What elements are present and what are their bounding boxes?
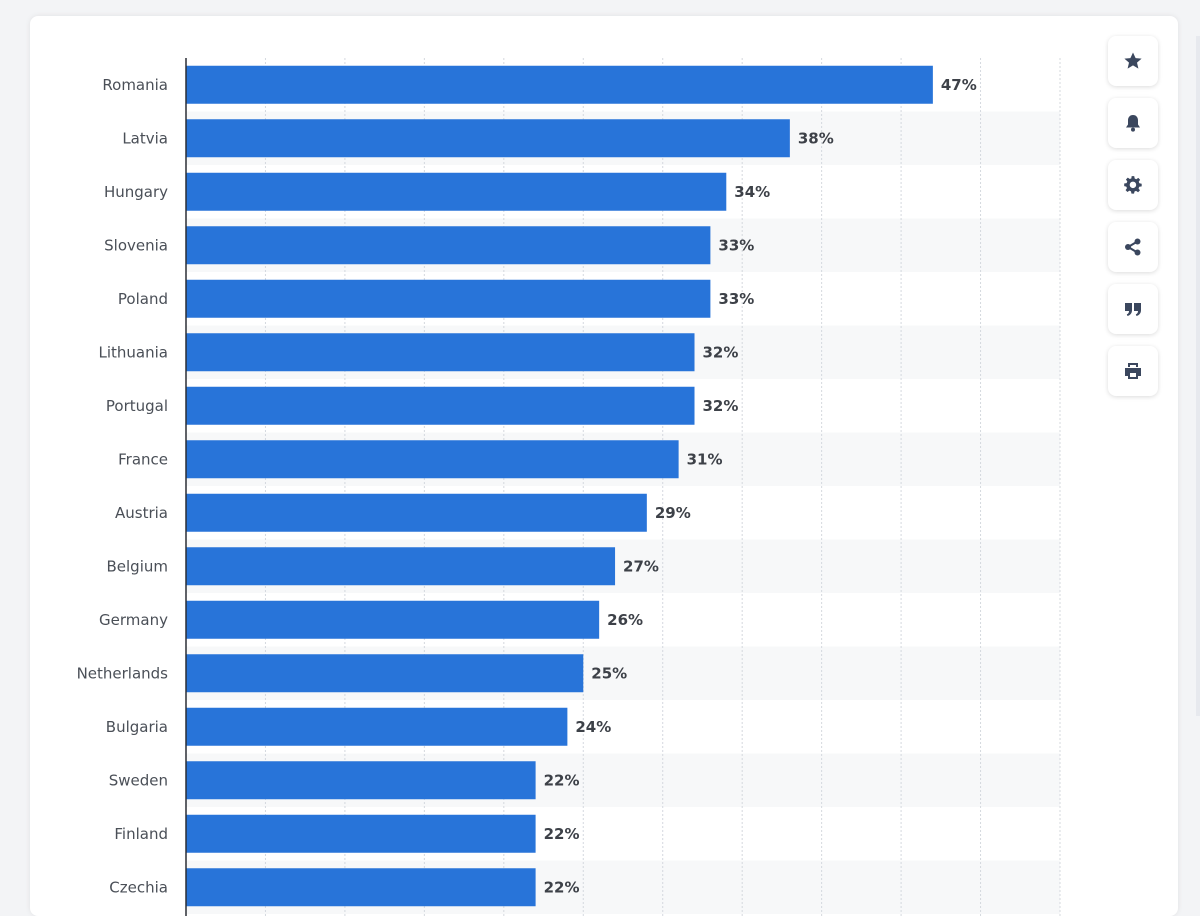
bar-belgium	[186, 547, 616, 586]
category-label: Lithuania	[99, 343, 168, 361]
value-label: 26%	[607, 611, 643, 629]
bar-portugal	[186, 386, 695, 425]
value-label: 33%	[718, 236, 754, 254]
value-label: 38%	[798, 129, 834, 147]
value-label: 47%	[941, 76, 977, 94]
category-label: Romania	[102, 76, 168, 94]
category-label: Sweden	[109, 771, 168, 789]
bar-netherlands	[186, 654, 584, 693]
print-button[interactable]	[1108, 346, 1158, 396]
side-panel-edge	[1196, 36, 1200, 716]
bar-hungary	[186, 172, 727, 211]
category-label: Hungary	[104, 183, 168, 201]
bar-sweden	[186, 761, 536, 800]
category-label: Finland	[114, 825, 168, 843]
category-label: Bulgaria	[106, 718, 168, 736]
value-label: 34%	[734, 183, 770, 201]
value-label: 25%	[591, 664, 627, 682]
bar-bulgaria	[186, 707, 568, 746]
bar-latvia	[186, 119, 790, 158]
category-label: France	[118, 450, 168, 468]
chart-card: Romania 47% Latvia 38% Hungary 34% Slovenia 33%…	[30, 16, 1178, 916]
bar-czechia	[186, 868, 536, 907]
settings-button[interactable]	[1108, 160, 1158, 210]
value-label: 22%	[544, 825, 580, 843]
value-label: 22%	[544, 771, 580, 789]
bar-slovenia	[186, 226, 711, 265]
cite-button[interactable]	[1108, 284, 1158, 334]
bar-finland	[186, 814, 536, 853]
value-label: 22%	[544, 878, 580, 896]
notification-button[interactable]	[1108, 98, 1158, 148]
category-label: Austria	[115, 504, 168, 522]
bell-icon	[1126, 115, 1140, 132]
category-label: Belgium	[107, 557, 169, 575]
gear-icon	[1124, 176, 1142, 194]
category-label: Germany	[99, 611, 168, 629]
bar-romania	[186, 65, 933, 104]
bar-france	[186, 440, 679, 479]
value-label: 32%	[703, 397, 739, 415]
category-label: Portugal	[106, 397, 168, 415]
share-button[interactable]	[1108, 222, 1158, 272]
value-label: 32%	[703, 343, 739, 361]
category-label: Netherlands	[77, 664, 169, 682]
value-label: 24%	[575, 718, 611, 736]
star-icon	[1124, 52, 1142, 69]
chart-toolbar	[1108, 36, 1160, 408]
category-label: Poland	[118, 290, 168, 308]
star-button[interactable]	[1108, 36, 1158, 86]
bar-lithuania	[186, 333, 695, 372]
value-label: 31%	[687, 450, 723, 468]
value-label: 33%	[718, 290, 754, 308]
quote-icon	[1125, 303, 1141, 316]
bar-germany	[186, 600, 600, 639]
category-label: Slovenia	[104, 236, 168, 254]
value-label: 27%	[623, 557, 659, 575]
printer-icon	[1125, 363, 1141, 379]
bar-chart: Romania 47% Latvia 38% Hungary 34% Slovenia 33%…	[77, 58, 1061, 916]
category-label: Czechia	[109, 878, 168, 896]
bar-poland	[186, 279, 711, 318]
bar-austria	[186, 493, 647, 532]
category-label: Latvia	[122, 129, 168, 147]
share-icon	[1125, 238, 1141, 256]
value-label: 29%	[655, 504, 691, 522]
